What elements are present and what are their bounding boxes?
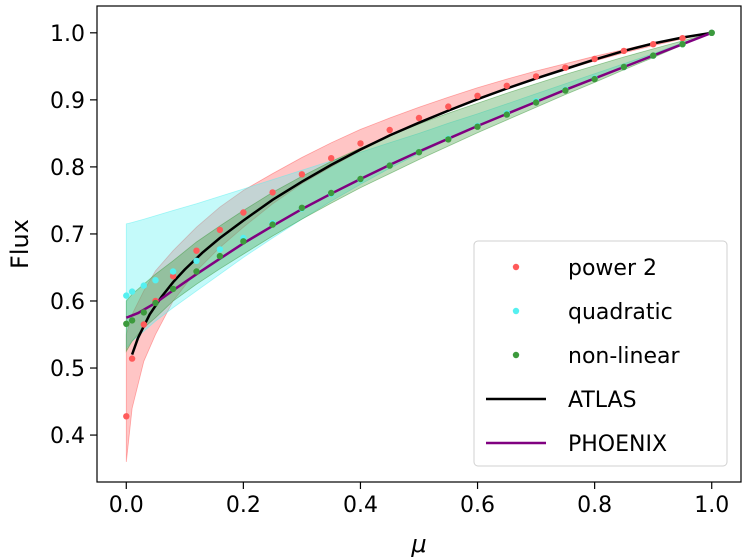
non-linear-point	[298, 204, 306, 211]
power-2-point	[328, 155, 335, 162]
power-2-point	[591, 55, 598, 63]
power-2-point	[650, 41, 657, 48]
power-2-point	[169, 273, 177, 280]
power-2-point	[216, 226, 224, 234]
y-tick-label: 0.6	[50, 290, 85, 315]
non-linear-point	[708, 29, 715, 36]
non-linear-point	[169, 285, 177, 293]
data-points	[123, 29, 715, 420]
y-axis-ticks: 0.4 0.5 0.6 0.7 0.8 0.9 1.0	[50, 22, 97, 449]
x-tick-label: 0.6	[460, 493, 495, 518]
power-2-point	[123, 413, 130, 420]
non-linear-point	[240, 238, 247, 245]
legend-phoenix-label: PHOENIX	[568, 432, 667, 457]
legend-power-2-label: power 2	[568, 256, 657, 281]
y-axis-label: Flux	[6, 219, 34, 269]
non-linear-point	[328, 189, 335, 197]
power-2-point	[193, 247, 200, 254]
non-linear-point	[415, 149, 423, 156]
quadratic-point	[169, 268, 177, 275]
x-axis-label: μ	[410, 530, 426, 558]
x-axis-ticks: 0.0 0.2 0.4 0.6 0.8 1.0	[109, 482, 729, 518]
x-tick-label: 0.8	[577, 493, 612, 518]
non-linear-point	[193, 268, 200, 275]
power-2-point	[240, 209, 247, 216]
power-2-point	[620, 47, 628, 55]
power-2-point	[128, 355, 136, 362]
non-linear-point	[140, 309, 147, 316]
x-tick-label: 0.0	[109, 493, 144, 518]
non-linear-point	[128, 317, 136, 324]
quadratic-point	[193, 257, 200, 264]
power-2-point	[562, 64, 569, 71]
power-2-point	[415, 114, 423, 122]
non-linear-point	[503, 111, 510, 118]
y-tick-label: 0.5	[50, 357, 85, 382]
legend: power 2 quadratic non-linear ATLAS PHOENIX	[473, 240, 728, 467]
power-2-point	[474, 92, 481, 100]
legend-non-linear-swatch	[512, 351, 520, 359]
quadratic-point	[128, 288, 136, 295]
power-2-point	[532, 73, 540, 80]
quadratic-point	[140, 282, 147, 289]
non-linear-point	[679, 41, 686, 48]
power-2-point	[298, 171, 306, 178]
power-2-point	[269, 189, 276, 196]
non-linear-point	[269, 221, 276, 228]
quadratic-point	[123, 292, 130, 299]
non-linear-point	[386, 162, 393, 169]
non-linear-point	[216, 252, 224, 260]
legend-quadratic-label: quadratic	[568, 300, 673, 325]
power-2-point	[503, 82, 510, 90]
legend-power-2-swatch	[512, 263, 520, 271]
x-tick-label: 1.0	[694, 493, 729, 518]
non-linear-point	[474, 123, 481, 130]
non-linear-point	[562, 87, 569, 94]
y-tick-label: 0.9	[50, 89, 85, 114]
y-tick-label: 1.0	[50, 22, 85, 47]
non-linear-point	[357, 175, 364, 183]
non-linear-point	[650, 52, 657, 59]
power-2-point	[445, 103, 452, 110]
power-2-point	[140, 321, 147, 328]
non-linear-point	[123, 320, 130, 327]
quadratic-point	[216, 246, 224, 253]
non-linear-point	[620, 63, 628, 71]
legend-box	[473, 240, 728, 467]
power-2-point	[679, 35, 686, 42]
x-tick-label: 0.2	[226, 493, 261, 518]
y-tick-label: 0.8	[50, 156, 85, 181]
non-linear-point	[445, 136, 452, 143]
legend-non-linear-label: non-linear	[568, 344, 680, 369]
quadratic-point	[152, 277, 159, 284]
power-2-point	[386, 126, 393, 134]
non-linear-point	[591, 75, 598, 83]
y-tick-label: 0.4	[50, 424, 85, 449]
non-linear-point	[532, 99, 540, 106]
plot-frame	[96, 5, 742, 483]
x-tick-label: 0.4	[343, 493, 378, 518]
y-tick-label: 0.7	[50, 223, 85, 248]
power-2-point	[357, 140, 364, 147]
non-linear-point	[152, 299, 159, 307]
legend-atlas-label: ATLAS	[568, 388, 637, 413]
legend-quadratic-swatch	[512, 307, 520, 315]
